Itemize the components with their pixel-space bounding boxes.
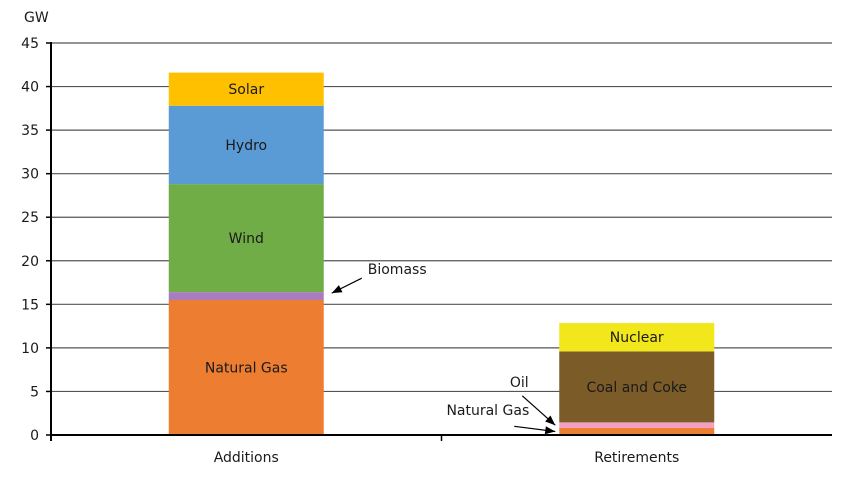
y-tick-label: 30 [21,167,39,183]
data-label: Natural Gas [205,360,288,376]
callout-label: Natural Gas [446,403,529,419]
arrowhead-icon [544,426,556,435]
y-tick-label: 5 [30,384,39,400]
arrowhead-icon [545,415,556,426]
data-label: Wind [229,231,264,247]
arrowhead-icon [331,285,343,294]
y-tick-label: 20 [21,254,39,270]
bar-segment-solar [168,72,324,106]
data-label: Nuclear [610,330,664,346]
callout-label: Biomass [368,262,427,278]
bar-segment-nuclear [559,323,715,352]
y-tick-label: 40 [21,80,39,96]
bar-segment-wind [168,184,324,293]
y-axis-label: GW [24,10,49,26]
y-tick-label: 45 [21,36,39,52]
y-tick-label: 25 [21,210,39,226]
x-tick-label: Retirements [594,450,679,466]
data-label: Solar [228,82,264,98]
bar-segment-oil [559,422,715,429]
bar-segment-biomass [168,292,324,300]
callout-label: Oil [510,375,529,391]
x-tick-label: Additions [214,450,279,466]
bar-segment-hydro [168,105,324,185]
bar-segment-natural-gas [168,299,324,435]
y-tick-label: 35 [21,123,39,139]
bar-segment-natural-gas [559,428,715,435]
data-label: Hydro [225,138,267,154]
y-tick-label: 15 [21,297,39,313]
data-label: Coal and Coke [586,380,687,396]
y-tick-label: 10 [21,341,39,357]
bar-segment-coal-and-coke [559,351,715,423]
y-tick-label: 0 [30,428,39,444]
